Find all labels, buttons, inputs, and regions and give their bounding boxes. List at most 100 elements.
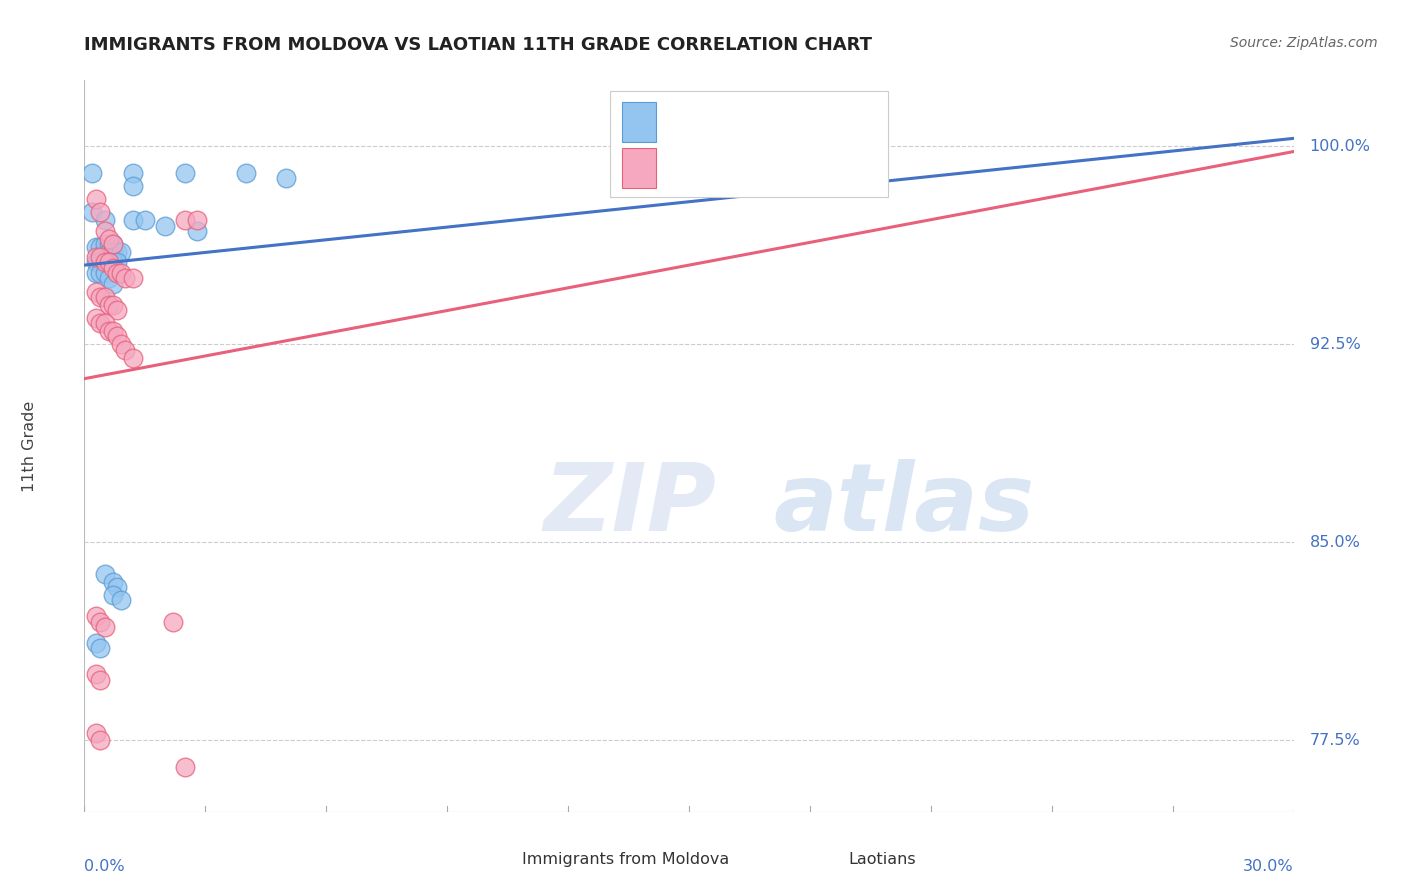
Text: 0.0%: 0.0%	[84, 859, 125, 874]
Point	[86, 250, 108, 264]
Point	[89, 673, 111, 687]
Point	[174, 760, 197, 774]
Point	[110, 593, 132, 607]
Point	[105, 303, 128, 318]
Point	[121, 351, 143, 365]
Point	[89, 316, 111, 330]
Point	[93, 213, 115, 227]
Point	[97, 255, 120, 269]
Point	[86, 609, 108, 624]
Point	[86, 667, 108, 681]
Point	[97, 237, 120, 252]
Point	[110, 244, 132, 259]
Point	[738, 166, 761, 180]
Text: 11th Grade: 11th Grade	[22, 401, 38, 491]
Point	[235, 166, 257, 180]
Point	[89, 290, 111, 304]
Point	[818, 178, 841, 193]
Point	[153, 219, 176, 233]
Point	[186, 213, 208, 227]
Point	[174, 166, 197, 180]
Point	[121, 271, 143, 285]
Point	[89, 255, 111, 269]
Point	[97, 298, 120, 312]
Text: 100.0%: 100.0%	[1309, 139, 1371, 153]
Point	[89, 640, 111, 655]
Point	[121, 166, 143, 180]
Point	[86, 266, 108, 280]
Text: Laotians: Laotians	[849, 852, 917, 867]
FancyBboxPatch shape	[623, 102, 657, 142]
Point	[818, 166, 841, 180]
Point	[97, 244, 120, 259]
Point	[93, 255, 115, 269]
Point	[97, 255, 120, 269]
Text: 30.0%: 30.0%	[1243, 859, 1294, 874]
Point	[89, 239, 111, 253]
Point	[101, 298, 124, 312]
Point	[93, 567, 115, 582]
Point	[86, 725, 108, 739]
Point	[186, 224, 208, 238]
Point	[93, 224, 115, 238]
Point	[82, 166, 104, 180]
Point	[110, 266, 132, 280]
Point	[93, 237, 115, 252]
FancyBboxPatch shape	[610, 91, 889, 197]
Point	[86, 255, 108, 269]
Point	[134, 213, 156, 227]
Point	[86, 192, 108, 206]
Point	[779, 171, 801, 186]
Text: ZIP: ZIP	[544, 458, 717, 550]
Point	[697, 153, 720, 167]
Point	[86, 636, 108, 650]
Point	[110, 337, 132, 351]
Point	[89, 615, 111, 629]
Point	[101, 260, 124, 275]
Point	[274, 171, 297, 186]
Text: atlas: atlas	[773, 458, 1035, 550]
Point	[86, 310, 108, 325]
Point	[89, 205, 111, 219]
Point	[114, 343, 136, 357]
Point	[105, 329, 128, 343]
Text: Immigrants from Moldova: Immigrants from Moldova	[522, 852, 730, 867]
Point	[105, 244, 128, 259]
Point	[101, 244, 124, 259]
FancyBboxPatch shape	[623, 148, 657, 188]
Text: 85.0%: 85.0%	[1309, 535, 1361, 549]
Point	[93, 290, 115, 304]
Point	[174, 213, 197, 227]
Point	[101, 574, 124, 589]
Point	[105, 266, 128, 280]
Point	[105, 580, 128, 594]
Point	[89, 266, 111, 280]
Point	[89, 733, 111, 747]
Text: R = 0.359    N = 43: R = 0.359 N = 43	[668, 114, 825, 129]
Point	[82, 205, 104, 219]
Point	[101, 237, 124, 252]
FancyBboxPatch shape	[484, 848, 510, 871]
Text: Source: ZipAtlas.com: Source: ZipAtlas.com	[1230, 36, 1378, 50]
Point	[86, 285, 108, 299]
Point	[738, 158, 761, 172]
Point	[93, 255, 115, 269]
Point	[101, 255, 124, 269]
Point	[779, 161, 801, 175]
Point	[89, 250, 111, 264]
FancyBboxPatch shape	[810, 848, 837, 871]
Point	[97, 324, 120, 338]
Point	[121, 213, 143, 227]
Text: 92.5%: 92.5%	[1309, 337, 1361, 351]
Point	[101, 588, 124, 602]
Point	[121, 178, 143, 193]
Point	[101, 277, 124, 291]
Point	[93, 266, 115, 280]
Point	[105, 255, 128, 269]
Point	[93, 620, 115, 634]
Point	[97, 271, 120, 285]
Point	[101, 324, 124, 338]
Point	[114, 271, 136, 285]
Point	[86, 239, 108, 253]
Point	[101, 237, 124, 252]
